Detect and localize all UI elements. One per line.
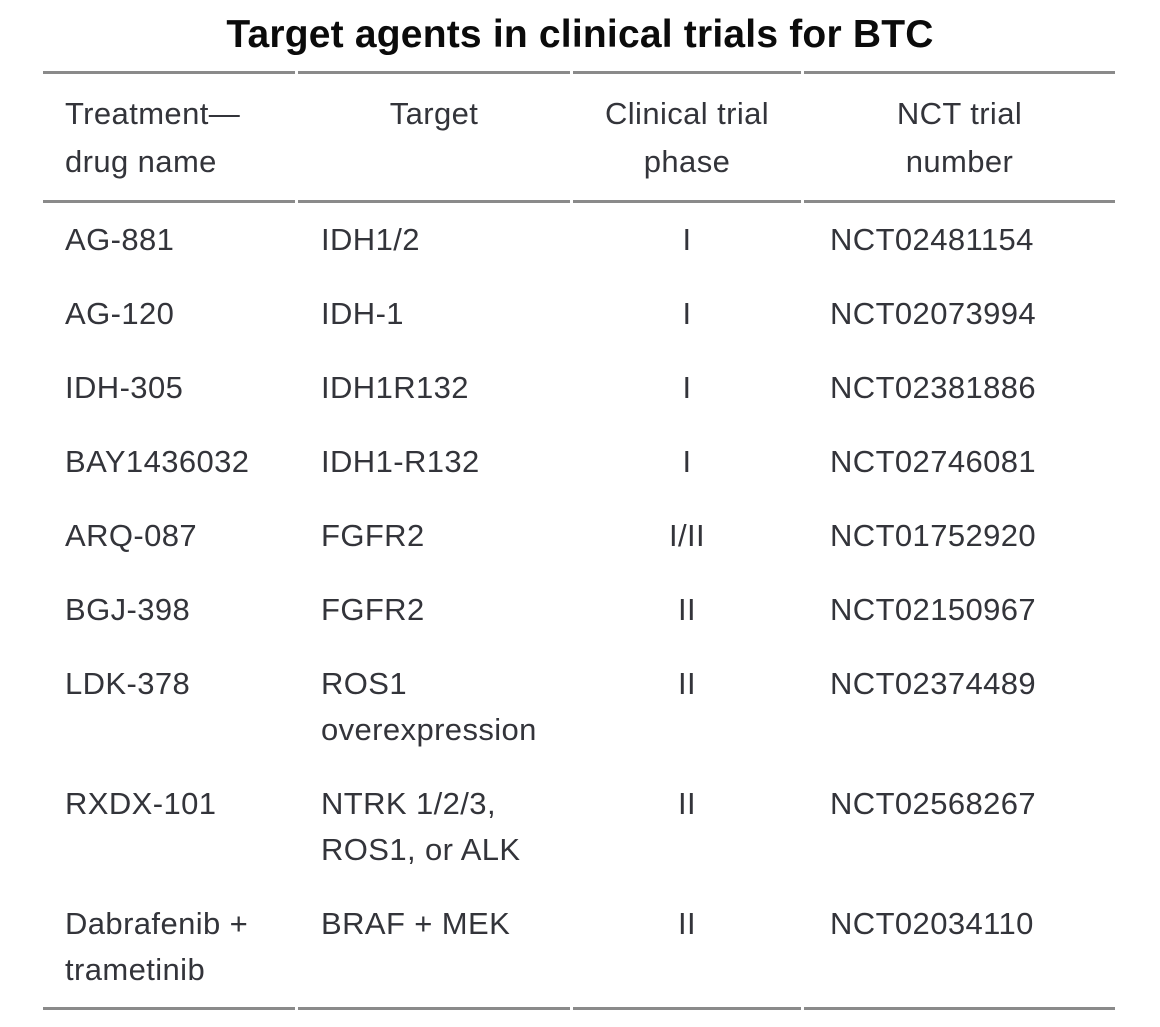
cell-drug-name: BAY1436032	[65, 444, 250, 479]
page-title: Target agents in clinical trials for BTC	[226, 13, 934, 56]
cell-nct-number: NCT02381886	[830, 370, 1037, 405]
table-row: BGJ-398 FGFR2 II NCT02150967	[43, 573, 1115, 647]
cell-drug-name: AG-881	[65, 222, 175, 257]
cell-target: FGFR2	[321, 592, 425, 627]
table-body: AG-881 IDH1/2 I NCT02481154 AG-120 IDH-1…	[43, 203, 1115, 1010]
cell-drug-name: IDH-305	[65, 370, 184, 405]
cell-drug-name: ARQ-087	[65, 518, 198, 553]
cell-phase: I	[682, 222, 692, 257]
table-row: ARQ-087 FGFR2 I/II NCT01752920	[43, 499, 1115, 573]
cell-nct-number: NCT02568267	[830, 786, 1037, 821]
cell-drug-name: AG-120	[65, 296, 175, 331]
table-row: LDK-378 ROS1 overexpression II NCT023744…	[43, 647, 1115, 767]
table-row: AG-120 IDH-1 I NCT02073994	[43, 277, 1115, 351]
table-row: Dabrafenib + trametinib BRAF + MEK II NC…	[43, 887, 1115, 1010]
cell-phase: I/II	[668, 518, 706, 553]
cell-nct-number: NCT01752920	[830, 518, 1037, 553]
cell-phase: I	[682, 296, 692, 331]
cell-nct-number: NCT02746081	[830, 444, 1037, 479]
cell-target: IDH1R132	[321, 370, 469, 405]
cell-drug-name: BGJ-398	[65, 592, 191, 627]
cell-phase: II	[677, 786, 697, 821]
cell-drug-name: LDK-378	[65, 666, 191, 701]
cell-target: NTRK 1/2/3, ROS1, or ALK	[321, 786, 521, 867]
cell-phase: II	[677, 592, 697, 627]
cell-target: BRAF + MEK	[298, 887, 570, 1010]
column-header-treatment-drug-name: Treatment— drug name	[43, 71, 295, 203]
cell-nct-number: NCT02374489	[830, 666, 1037, 701]
cell-target: IDH-1	[321, 296, 404, 331]
table-header: Treatment— drug name Target Clinical tri…	[43, 71, 1115, 203]
cell-phase: II	[573, 887, 801, 1010]
column-header-target: Target	[298, 71, 570, 203]
cell-nct-number: NCT02034110	[804, 887, 1115, 1010]
cell-phase: I	[682, 370, 692, 405]
cell-phase: II	[677, 666, 697, 701]
cell-target: FGFR2	[321, 518, 425, 553]
table-row: BAY1436032 IDH1-R132 I NCT02746081	[43, 425, 1115, 499]
column-header-nct-trial-number: NCT trial number	[804, 71, 1115, 203]
cell-nct-number: NCT02481154	[830, 222, 1034, 257]
cell-nct-number: NCT02073994	[830, 296, 1037, 331]
clinical-trials-table: Treatment— drug name Target Clinical tri…	[40, 71, 1118, 1010]
table-row: RXDX-101 NTRK 1/2/3, ROS1, or ALK II NCT…	[43, 767, 1115, 887]
column-header-clinical-trial-phase: Clinical trial phase	[573, 71, 801, 203]
table-row: IDH-305 IDH1R132 I NCT02381886	[43, 351, 1115, 425]
cell-drug-name: Dabrafenib + trametinib	[43, 887, 295, 1010]
cell-drug-name: RXDX-101	[65, 786, 217, 821]
cell-target: ROS1 overexpression	[321, 666, 537, 747]
table-row: AG-881 IDH1/2 I NCT02481154	[43, 203, 1115, 277]
cell-phase: I	[682, 444, 692, 479]
header-row: Treatment— drug name Target Clinical tri…	[43, 71, 1115, 203]
cell-target: IDH1-R132	[321, 444, 480, 479]
cell-target: IDH1/2	[321, 222, 420, 257]
cell-nct-number: NCT02150967	[830, 592, 1037, 627]
